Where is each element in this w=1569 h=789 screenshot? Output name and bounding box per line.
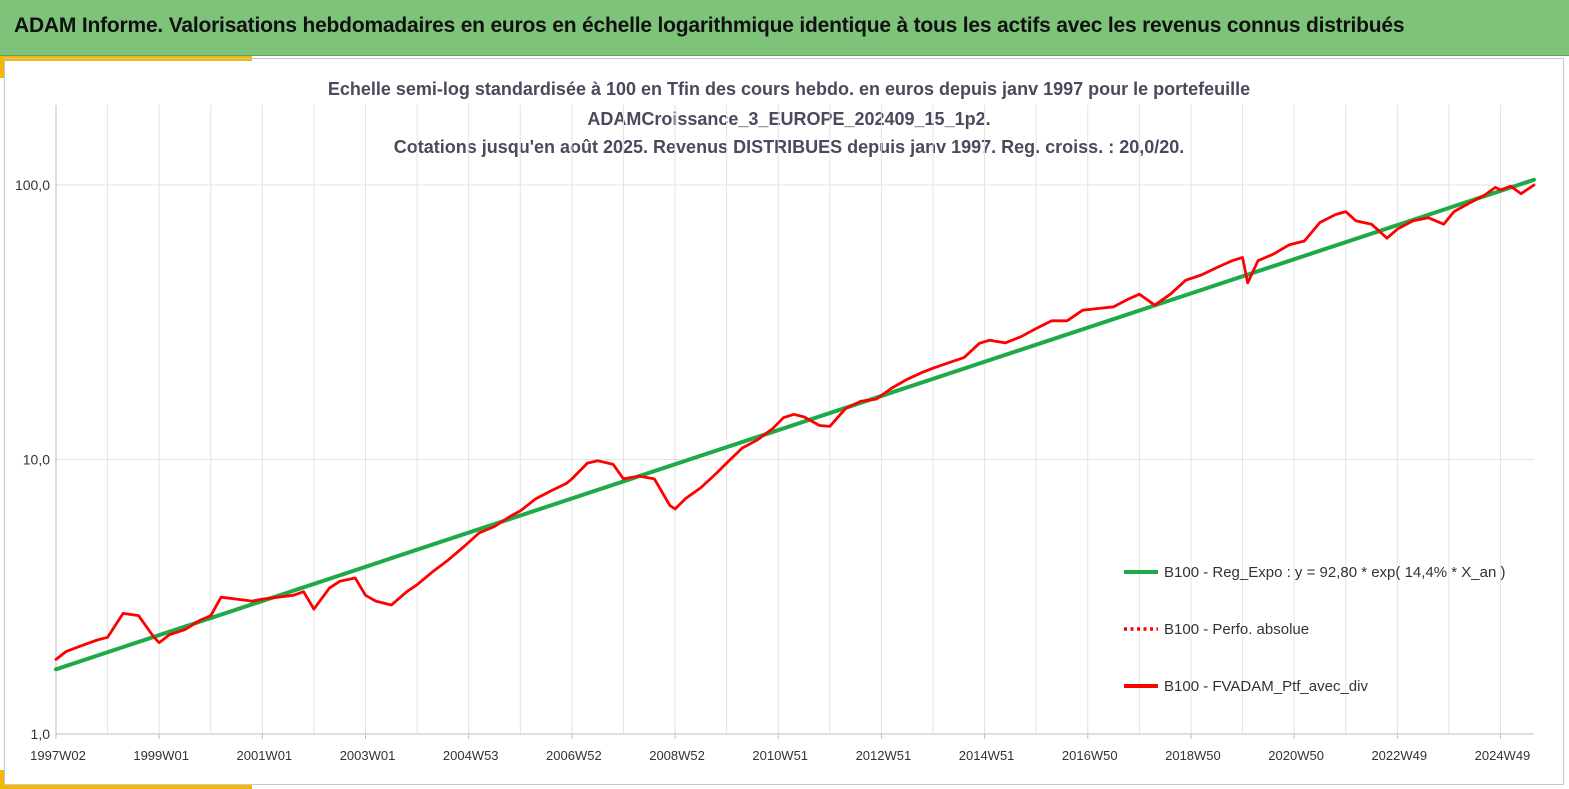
x-tick-label: 2010W51 <box>752 748 808 763</box>
y-axis: 1,0 10,0 100,0 <box>15 105 57 742</box>
header-banner: ADAM Informe. Valorisations hebdomadaire… <box>0 0 1569 56</box>
x-tick-label: 2022W49 <box>1371 748 1427 763</box>
chart-title-line-2: ADAMCroissance_3_EUROPE_202409_15_1p2. <box>587 109 990 129</box>
chart-grid <box>55 105 1534 735</box>
x-axis: 1997W02 1999W01 2001W01 2003W01 2004W53 2006W… <box>30 733 1534 763</box>
y-tick-label: 10,0 <box>23 452 50 468</box>
x-tick-label: 2020W50 <box>1268 748 1324 763</box>
chart-title: Echelle semi-log standardisée à 100 en T… <box>328 79 1250 157</box>
y-tick-label: 100,0 <box>15 177 50 193</box>
x-tick-label: 2008W52 <box>649 748 705 763</box>
x-tick-label: 2024W49 <box>1475 748 1531 763</box>
chart-title-line-1: Echelle semi-log standardisée à 100 en T… <box>328 79 1250 99</box>
x-tick-label: 2001W01 <box>237 748 293 763</box>
x-tick-label: 2018W50 <box>1165 748 1221 763</box>
chart-title-line-3: Cotations jusqu'en août 2025. Revenus DI… <box>394 137 1185 157</box>
x-tick-label: 2003W01 <box>340 748 396 763</box>
legend-label: B100 - Perfo. absolue <box>1164 621 1309 638</box>
accent-bar-bottom <box>0 784 252 789</box>
accent-bar-bottom-left <box>0 770 5 789</box>
accent-bar-left <box>0 56 5 78</box>
x-tick-label: 2014W51 <box>959 748 1015 763</box>
y-tick-label: 1,0 <box>31 726 51 742</box>
plot-series <box>54 177 1536 672</box>
legend-label: B100 - Reg_Expo : y = 92,80 * exp( 14,4%… <box>1164 564 1505 581</box>
page-title: ADAM Informe. Valorisations hebdomadaire… <box>14 14 1405 37</box>
x-tick-label: 1999W01 <box>133 748 189 763</box>
x-tick-label: 2004W53 <box>443 748 499 763</box>
x-tick-label: 2012W51 <box>856 748 912 763</box>
legend: B100 - Reg_Expo : y = 92,80 * exp( 14,4%… <box>1124 564 1505 695</box>
chart-frame <box>4 58 1564 785</box>
series-line-portfolio <box>54 183 1536 661</box>
x-tick-label: 2006W52 <box>546 748 602 763</box>
x-tick-label: 2016W50 <box>1062 748 1118 763</box>
x-tick-label: 1997W02 <box>30 748 86 763</box>
series-line-regression <box>54 177 1536 672</box>
legend-label: B100 - FVADAM_Ptf_avec_div <box>1164 678 1368 695</box>
